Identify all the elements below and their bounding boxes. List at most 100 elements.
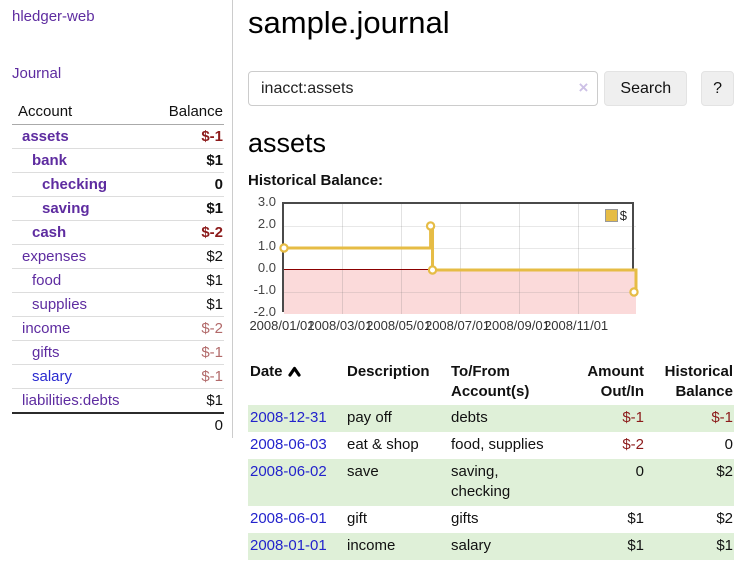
x-axis-tick-label: 2008/07/01	[424, 318, 491, 333]
account-row: income $-2	[12, 316, 224, 341]
account-row: expenses $2	[12, 244, 224, 269]
account-balance: $-2	[147, 220, 224, 245]
transaction-date-link[interactable]: 2008-06-01	[250, 510, 327, 527]
transaction-amount: 0	[635, 463, 644, 480]
transaction-description: save	[347, 463, 379, 480]
column-header-amount: Amount Out/In	[587, 363, 644, 400]
account-balance: $-1	[147, 364, 224, 389]
data-point-marker	[425, 221, 436, 231]
account-row: salary $-1	[12, 364, 224, 389]
transaction-description: gift	[347, 510, 368, 527]
account-link[interactable]: checking	[42, 176, 108, 193]
transaction-date-link[interactable]: 2008-06-03	[250, 436, 327, 453]
account-balance: $1	[147, 148, 224, 173]
chart-gridline	[284, 226, 636, 227]
chart-gridline	[341, 204, 343, 314]
transaction-balance: $2	[716, 510, 733, 527]
transaction-accounts: gifts	[451, 510, 479, 527]
legend-series-label: $	[619, 208, 627, 223]
chart-negative-region	[284, 270, 636, 314]
account-link[interactable]: expenses	[22, 248, 87, 265]
column-header-description: Description	[347, 363, 430, 380]
account-balance: $-2	[147, 316, 224, 341]
app-title-link[interactable]: hledger-web	[12, 8, 95, 25]
transactions-table: Date Description To/From Account(s) Amou…	[248, 360, 734, 560]
x-axis-tick-label: 2008/03/01	[307, 318, 373, 333]
account-link[interactable]: gifts	[32, 344, 60, 361]
accounts-table-header: Account Balance	[12, 101, 224, 125]
account-link[interactable]: cash	[32, 224, 67, 241]
transaction-balance: $-1	[711, 409, 733, 426]
x-axis-tick-label: 2008/09/01	[484, 318, 550, 333]
account-link[interactable]: bank	[32, 152, 68, 169]
transaction-row: 2008-06-02 save saving, checking 0 $2	[248, 459, 734, 506]
transaction-amount: $-2	[622, 436, 644, 453]
chart-series-line	[279, 221, 639, 297]
account-row: food $1	[12, 268, 224, 293]
chart-gridline	[459, 204, 461, 314]
transactions-table-header: Date Description To/From Account(s) Amou…	[248, 360, 734, 405]
accounts-total-row: 0	[12, 412, 224, 437]
account-row: supplies $1	[12, 292, 224, 317]
chart-gridline	[284, 248, 636, 249]
transaction-accounts: food, supplies	[451, 436, 544, 453]
legend-swatch-icon	[604, 209, 618, 222]
account-balance: $-1	[147, 340, 224, 365]
transaction-balance: 0	[724, 436, 733, 453]
transaction-row: 2008-06-01 gift gifts $1 $2	[248, 506, 734, 533]
x-axis-tick-label: 2008/11/01	[544, 318, 609, 333]
transaction-amount: $-1	[622, 409, 644, 426]
y-axis-tick-label: 1.0	[257, 238, 276, 253]
transaction-balance: $1	[716, 537, 733, 554]
account-row: saving $1	[12, 196, 224, 221]
accounts-total-value: 0	[147, 412, 224, 437]
account-link[interactable]: salary	[32, 368, 73, 385]
account-link[interactable]: food	[32, 272, 62, 289]
account-link[interactable]: assets	[22, 128, 69, 145]
column-header-accounts: To/From Account(s)	[451, 363, 530, 400]
y-axis-tick-label: 3.0	[257, 194, 276, 209]
account-row: cash $-2	[12, 220, 224, 245]
data-point-marker	[427, 265, 438, 275]
search-button[interactable]: Search	[604, 71, 688, 106]
account-row: liabilities:debts $1	[12, 388, 224, 414]
data-point-marker	[279, 243, 289, 253]
transaction-date-link[interactable]: 2008-01-01	[250, 537, 327, 554]
account-balance: $1	[147, 292, 224, 317]
chart-gridline	[400, 204, 402, 314]
account-link[interactable]: saving	[42, 200, 90, 217]
account-row: gifts $-1	[12, 340, 224, 365]
transaction-amount: $1	[627, 537, 644, 554]
search-help-button[interactable]: ?	[701, 71, 734, 106]
account-row: checking 0	[12, 172, 224, 197]
account-link[interactable]: income	[22, 320, 71, 337]
transaction-description: income	[347, 537, 396, 554]
transaction-date-link[interactable]: 2008-06-02	[250, 463, 327, 480]
search-input[interactable]	[248, 71, 599, 106]
column-header-date[interactable]: Date	[248, 360, 345, 405]
chart-gridline	[519, 204, 521, 314]
y-axis-tick-label: 0.0	[257, 260, 276, 275]
account-link[interactable]: liabilities:debts	[22, 392, 120, 409]
transaction-row: 2008-01-01 income salary $1 $1	[248, 533, 734, 560]
transaction-accounts: salary	[451, 537, 492, 554]
balance-chart-plot: $	[279, 202, 639, 314]
account-balance: $1	[147, 196, 224, 221]
transaction-row: 2008-06-03 eat & shop food, supplies $-2 0	[248, 432, 734, 459]
transaction-description: eat & shop	[347, 436, 419, 453]
account-link[interactable]: supplies	[32, 296, 88, 313]
main-content: sample.journal × Search ? assets Histori…	[234, 0, 742, 560]
account-balance: $2	[147, 244, 224, 269]
clear-search-icon[interactable]: ×	[578, 78, 589, 97]
account-row: bank $1	[12, 148, 224, 173]
y-axis-tick-label: 2.0	[257, 216, 276, 231]
sidebar: hledger-web Journal Account Balance asse…	[0, 0, 233, 438]
search-form: × Search ?	[248, 71, 734, 106]
chart-legend: $	[604, 208, 627, 223]
column-header-historical-balance: Historical Balance	[664, 363, 733, 400]
data-point-marker	[629, 287, 639, 297]
sidebar-item-journal[interactable]: Journal	[12, 65, 62, 82]
transaction-date-link[interactable]: 2008-12-31	[250, 409, 327, 426]
account-balance: $-1	[147, 124, 224, 149]
account-balance: 0	[147, 172, 224, 197]
